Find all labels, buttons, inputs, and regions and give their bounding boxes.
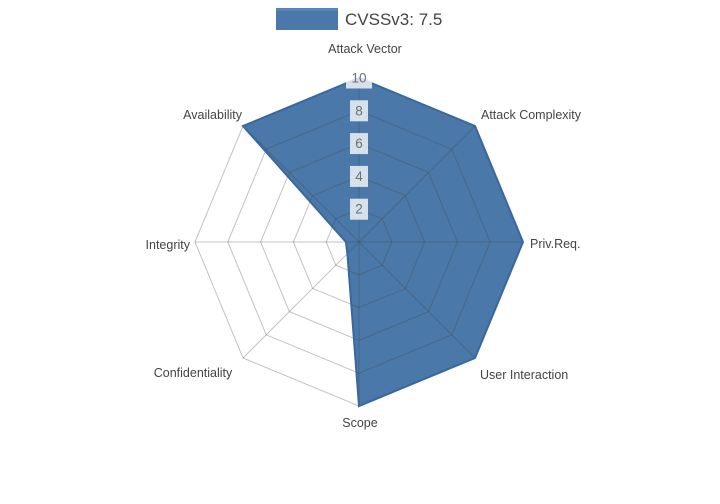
radial-tick-value: 8	[355, 103, 363, 118]
legend-swatch[interactable]	[276, 8, 338, 30]
axis-labels: Attack Vector Attack Complexity Priv.Req. U…	[146, 42, 582, 430]
radial-tick-box	[346, 67, 372, 89]
radial-tick: 10	[346, 67, 372, 89]
radial-tick-box	[350, 100, 368, 122]
axis-label-user-interaction: User Interaction	[480, 368, 568, 382]
grid-ring	[292, 175, 426, 309]
radial-tick-box	[350, 198, 368, 220]
cvss-score-outline	[241, 76, 525, 408]
axis-label-priv-req: Priv.Req.	[530, 237, 580, 251]
radial-tick-value: 2	[355, 202, 363, 217]
radial-tick-box	[350, 133, 368, 155]
grid-ring	[260, 143, 458, 341]
radial-tick-value: 10	[351, 71, 366, 86]
polygon-outline-layer	[241, 76, 525, 408]
radial-tick-labels: 2 4 6 8 10	[346, 67, 372, 220]
axis-label-scope: Scope	[342, 416, 377, 430]
radial-tick: 6	[350, 133, 368, 155]
grid-spoke	[242, 241, 360, 359]
radial-tick: 8	[350, 100, 368, 122]
grid-spoke	[358, 125, 476, 243]
axis-label-confidentiality: Confidentiality	[154, 366, 233, 380]
polygon-fill-layer	[243, 78, 523, 406]
cvss-score-polygon	[243, 78, 523, 406]
radial-tick: 4	[350, 165, 368, 187]
axis-label-availability: Availability	[183, 108, 243, 122]
radial-tick-value: 6	[355, 136, 363, 151]
axis-label-attack-complexity: Attack Complexity	[481, 108, 582, 122]
legend-label[interactable]: CVSSv3: 7.5	[345, 10, 442, 29]
radial-tick-value: 4	[355, 169, 363, 184]
radial-tick: 2	[350, 198, 368, 220]
grid-spoke	[242, 125, 360, 243]
grid-spoke	[358, 241, 476, 359]
axis-label-integrity: Integrity	[146, 238, 191, 252]
grid-ring	[227, 110, 491, 374]
axis-label-attack-vector: Attack Vector	[328, 42, 402, 56]
radial-tick-box	[350, 165, 368, 187]
legend[interactable]: CVSSv3: 7.5	[276, 8, 442, 30]
